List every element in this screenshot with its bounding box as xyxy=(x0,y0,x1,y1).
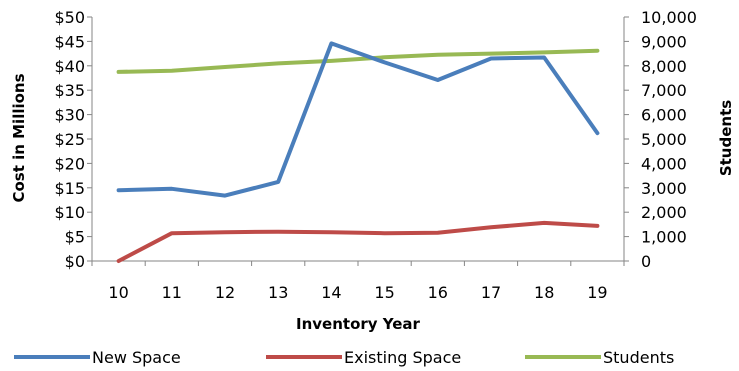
y-axis-right: 0 1,000 2,000 3,000 4,000 5,000 6,000 7,000 8,00… xyxy=(623,8,697,271)
x-tick-label: 10 xyxy=(108,283,128,302)
x-tick-label: 14 xyxy=(321,283,341,302)
y-right-tick-label: 8,000 xyxy=(641,57,687,76)
y-right-tick-label: 0 xyxy=(641,252,651,271)
y-left-tick-label: $40 xyxy=(54,57,85,76)
y-right-tick-label: 9,000 xyxy=(641,32,687,51)
y-left-tick-label: $25 xyxy=(54,130,85,149)
y-right-tick-label: 2,000 xyxy=(641,203,687,222)
y2-axis-title: Students xyxy=(717,100,735,176)
y-left-tick-label: $50 xyxy=(54,8,85,27)
x-tick-label: 19 xyxy=(587,283,607,302)
x-tick-label: 13 xyxy=(268,283,288,302)
y-axis-title: Cost in Millions xyxy=(10,73,28,202)
y-right-tick-label: 6,000 xyxy=(641,106,687,125)
legend-label: Existing Space xyxy=(344,348,461,367)
y-right-tick-label: 5,000 xyxy=(641,130,687,149)
x-axis-title: Inventory Year xyxy=(296,315,421,333)
y-left-tick-label: $5 xyxy=(65,228,85,247)
legend-label: Students xyxy=(603,348,674,367)
series-line-existing-space xyxy=(116,220,600,263)
y-left-tick-label: $30 xyxy=(54,106,85,125)
legend-label: New Space xyxy=(92,348,181,367)
series-line-students xyxy=(116,48,600,74)
y-right-tick-label: 1,000 xyxy=(641,228,687,247)
y-right-tick-label: 3,000 xyxy=(641,179,687,198)
series-layer xyxy=(116,41,600,263)
x-tick-label: 18 xyxy=(534,283,554,302)
x-tick-label: 15 xyxy=(374,283,394,302)
y-axis-left: $0 $5 $10 $15 $20 $25 $30 $35 $40 $45 $50 xyxy=(54,8,93,271)
x-tick-label: 17 xyxy=(481,283,501,302)
y-left-tick-label: $45 xyxy=(54,32,85,51)
legend: New Space Existing Space Students xyxy=(14,348,674,367)
x-tick-label: 11 xyxy=(162,283,182,302)
series-line-new-space xyxy=(116,41,600,198)
y-left-tick-label: $20 xyxy=(54,154,85,173)
x-axis: 10 11 12 13 14 15 16 17 18 19 xyxy=(91,260,625,302)
x-tick-label: 16 xyxy=(428,283,448,302)
y-right-tick-label: 10,000 xyxy=(641,8,697,27)
y-right-tick-label: 7,000 xyxy=(641,81,687,100)
y-right-tick-label: 4,000 xyxy=(641,154,687,173)
y-left-tick-label: $10 xyxy=(54,203,85,222)
x-tick-label: 12 xyxy=(215,283,235,302)
y-left-tick-label: $15 xyxy=(54,179,85,198)
y-left-tick-label: $35 xyxy=(54,81,85,100)
y-left-tick-label: $0 xyxy=(65,252,85,271)
